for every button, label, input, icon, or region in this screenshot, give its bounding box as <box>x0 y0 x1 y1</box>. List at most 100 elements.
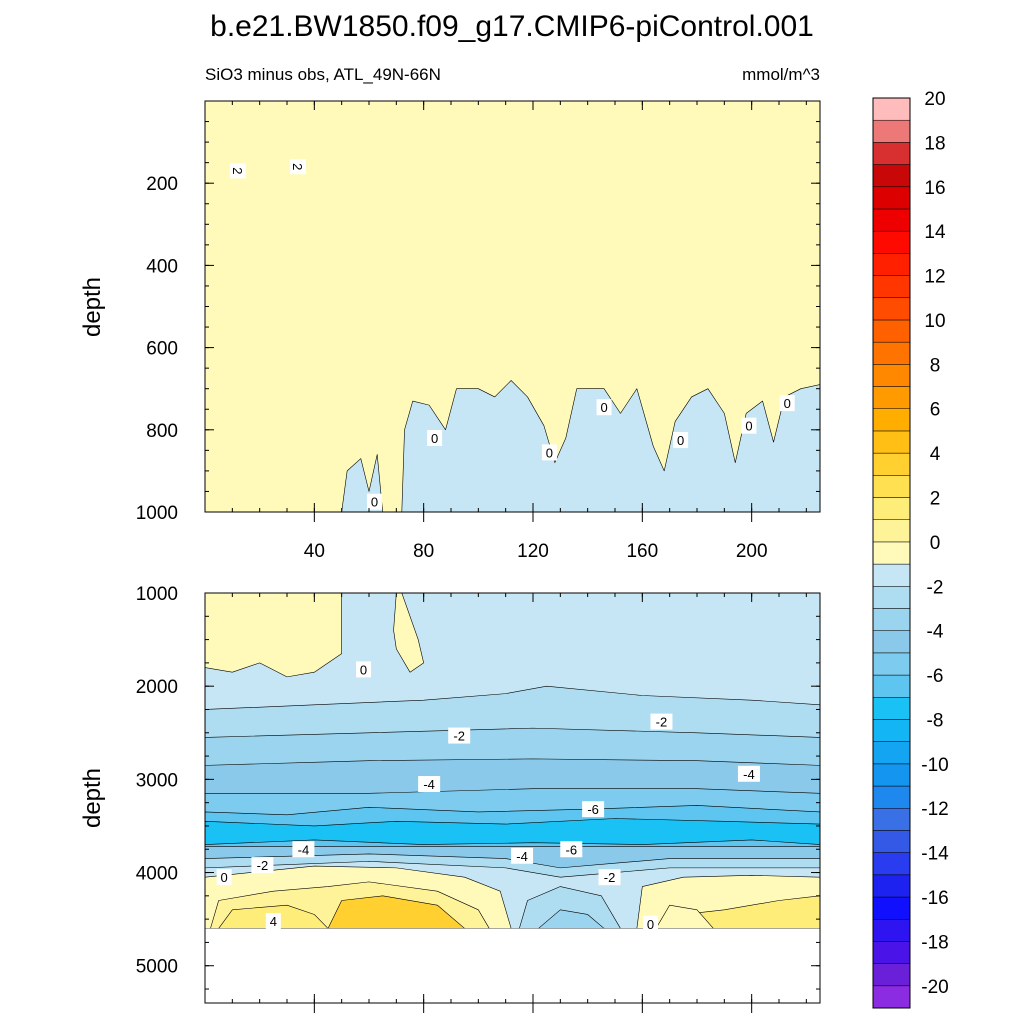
upper-contour-label-text: 0 <box>600 400 607 415</box>
upper-contour-label-text: 2 <box>230 167 245 174</box>
colorbar-swatch <box>872 541 911 565</box>
upper-contour-label-text: 0 <box>431 431 438 446</box>
lower-contour-label-text: -6 <box>587 802 599 817</box>
lower-contour-label: -2 <box>251 857 274 874</box>
upper-contour-label: 2 <box>229 163 246 179</box>
colorbar-swatch <box>872 630 911 654</box>
colorbar-tick-label: 20 <box>924 89 945 110</box>
upper-y-tick-label: 1000 <box>136 503 178 524</box>
colorbar-swatch <box>872 452 911 476</box>
upper-contour-label-text: 0 <box>677 433 684 448</box>
colorbar-tick-label: -16 <box>921 888 948 909</box>
lower-contour-label: -4 <box>511 847 534 864</box>
lower-y-tick-label: 2000 <box>136 677 178 698</box>
colorbar-swatch <box>872 896 911 920</box>
colorbar-tick-label: 18 <box>924 133 945 154</box>
colorbar-swatch <box>872 142 911 165</box>
lower-frame <box>204 592 821 1004</box>
upper-contour-label: 2 <box>289 159 306 175</box>
colorbar-tick-label: -6 <box>927 666 944 687</box>
lower-contour-label: 0 <box>216 869 232 886</box>
upper-contour-label-text: 0 <box>784 396 791 411</box>
upper-contour-label-text: 0 <box>745 419 752 434</box>
upper-x-tick-label: 40 <box>304 541 325 562</box>
colorbar-swatch <box>872 341 911 365</box>
colorbar-tick-label: -18 <box>921 932 948 953</box>
colorbar-swatch <box>872 608 911 631</box>
colorbar-tick-label: 6 <box>930 400 941 421</box>
upper-contour-band-3 <box>205 101 820 512</box>
colorbar-tick-label: 4 <box>930 444 941 465</box>
colorbar-swatch <box>872 674 911 698</box>
colorbar-tick-label: 14 <box>924 222 946 243</box>
lower-contour-label: -2 <box>650 713 673 730</box>
lower-contour-label-text: -4 <box>423 777 435 792</box>
lower-missing-data-area <box>205 928 820 1003</box>
lower-contour-label-text: -4 <box>298 842 310 857</box>
upper-y-tick-label: 800 <box>146 421 178 442</box>
lower-contour-label-text: 4 <box>270 914 277 929</box>
colorbar-tick-label: -10 <box>921 755 948 776</box>
upper-contour-band-5 <box>401 380 820 512</box>
colorbar-swatch <box>872 386 911 409</box>
colorbar-swatch <box>872 963 911 987</box>
upper-contour-fills <box>205 101 820 512</box>
lower-contour-label-text: -4 <box>516 849 528 864</box>
lower-contour-label: -6 <box>582 801 605 818</box>
upper-x-tick-label: 80 <box>413 541 434 562</box>
lower-contour-label-text: -4 <box>743 767 755 782</box>
colorbar-swatch <box>872 319 911 343</box>
colorbar-swatch <box>872 719 911 742</box>
colorbar: -20-18-16-14-12-10-8-6-4-202468101214161… <box>872 89 949 1009</box>
colorbar-swatch <box>872 652 911 676</box>
colorbar-swatch <box>872 941 911 964</box>
colorbar-swatch <box>872 97 911 121</box>
colorbar-swatch <box>872 985 911 1009</box>
lower-panel-ylabel: depth <box>79 768 106 828</box>
colorbar-tick-label: -20 <box>921 977 948 998</box>
lower-contour-label: -2 <box>598 869 621 886</box>
upper-contour-label: 0 <box>427 430 443 447</box>
lower-contour-label: 0 <box>356 661 372 678</box>
lower-contour-label-text: 0 <box>647 917 654 932</box>
lower-contour-label-text: -6 <box>565 842 577 857</box>
lower-contour-label: -4 <box>737 765 760 782</box>
colorbar-swatch <box>872 586 911 609</box>
colorbar-swatch <box>872 164 911 188</box>
lower-contour-label-text: -2 <box>656 715 668 730</box>
colorbar-swatch <box>872 186 911 210</box>
lower-contour-label: 4 <box>265 913 281 929</box>
lower-y-tick-label: 4000 <box>136 864 178 885</box>
colorbar-swatch <box>872 563 911 587</box>
colorbar-swatch <box>872 807 911 831</box>
colorbar-swatch <box>872 874 911 898</box>
upper-x-tick-label: 160 <box>626 541 658 562</box>
lower-contour-label-text: -2 <box>604 870 616 885</box>
lower-contour-band-1 <box>205 593 342 678</box>
colorbar-tick-label: 12 <box>924 267 945 288</box>
lower-contour-label-text: 0 <box>221 870 228 885</box>
colorbar-swatch <box>872 119 911 143</box>
upper-contour-label: 0 <box>596 399 612 416</box>
upper-y-tick-label: 200 <box>146 174 178 195</box>
colorbar-swatch <box>872 918 911 942</box>
upper-contour-label-text: 0 <box>371 495 378 510</box>
variable-label: SiO3 minus obs, ATL_49N-66N <box>205 65 441 84</box>
colorbar-swatch <box>872 830 911 853</box>
upper-contour-label: 0 <box>541 444 557 461</box>
colorbar-swatch <box>872 697 911 720</box>
lower-y-tick-label: 5000 <box>136 957 178 978</box>
lower-contour-label: -6 <box>560 841 583 858</box>
upper-contour-label-text: 0 <box>546 445 553 460</box>
colorbar-swatch <box>872 253 911 276</box>
colorbar-tick-label: 8 <box>930 355 941 376</box>
colorbar-tick-label: -2 <box>927 577 944 598</box>
lower-contour-band-8 <box>205 818 820 845</box>
upper-y-tick-label: 400 <box>146 256 178 277</box>
lower-contour-label-text: -2 <box>257 858 269 873</box>
lower-contour-label: -4 <box>292 841 315 858</box>
lower-contour-label-text: -2 <box>453 729 465 744</box>
colorbar-swatch <box>872 497 911 520</box>
